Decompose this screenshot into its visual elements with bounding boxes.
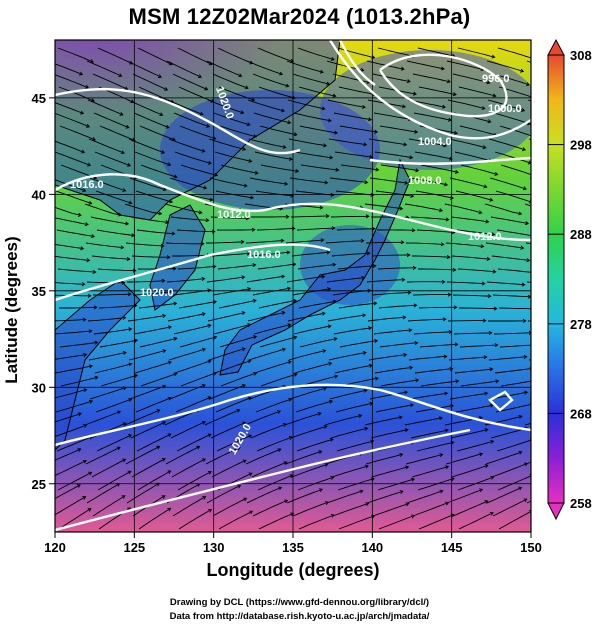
isobar-label: 1012.0 [217, 209, 251, 221]
isobar-label: 996.0 [482, 73, 510, 85]
x-tick-label: 140 [361, 540, 383, 555]
streamline-arrowhead [565, 222, 568, 225]
isobar-label: 1020.0 [140, 287, 174, 299]
x-axis-ticks: 120 125 130 135 140 145 150 [44, 532, 542, 555]
streamline-arrowhead [575, 342, 578, 345]
streamline-arrowhead [534, 307, 537, 310]
x-tick-label: 150 [520, 540, 542, 555]
colorbar-tick-label: 308 [570, 48, 592, 63]
colorbar-top-arrow [548, 40, 564, 55]
y-tick-label: 35 [32, 284, 46, 299]
colorbar-tick-label: 288 [570, 227, 592, 242]
streamline-arrowhead [535, 343, 538, 346]
streamline-arrowhead [533, 271, 536, 274]
streamline-arrowhead [535, 379, 538, 382]
isobar-label: 1000.0 [488, 103, 522, 115]
streamline-arrowhead [568, 295, 571, 298]
streamline-arrowhead [534, 174, 537, 177]
x-tick-label: 135 [282, 540, 304, 555]
streamline-arrowhead [532, 96, 535, 99]
colorbar-body [548, 55, 564, 503]
y-tick-label: 30 [32, 380, 46, 395]
colorbar-bottom-arrow [548, 503, 564, 519]
colorbar-tick-label: 298 [570, 138, 592, 153]
streamline-arrowhead [569, 473, 572, 476]
y-tick-label: 40 [32, 187, 46, 202]
y-tick-label: 25 [32, 477, 46, 492]
streamline-arrowhead [569, 437, 572, 440]
isobar-label: 1016.0 [247, 249, 281, 261]
streamline-arrowhead [567, 259, 570, 262]
x-tick-label: 120 [44, 540, 66, 555]
x-tick-label: 125 [123, 540, 145, 555]
colorbar: 308 298 288 278 268 258 [548, 40, 592, 519]
colorbar-tick-label: 258 [570, 496, 592, 511]
streamline-arrowhead [574, 306, 577, 309]
y-axis-label: Latitude (degrees) [2, 220, 22, 400]
isobar-label: 1016.0 [70, 179, 104, 191]
streamline [377, 230, 415, 231]
x-tick-label: 130 [203, 540, 225, 555]
x-axis-label: Longitude (degrees) [55, 560, 531, 581]
credit-drawing: Drawing by DCL (https://www.gfd-dennou.o… [0, 597, 599, 608]
streamline-arrowhead [569, 401, 572, 404]
y-axis-ticks: 25 30 35 40 45 [32, 91, 55, 492]
isobar-label: 1008.0 [408, 175, 442, 187]
credit-data: Data from http://database.rish.kyoto-u.a… [0, 611, 599, 622]
streamline-arrowhead [569, 201, 572, 204]
colorbar-tick-label: 278 [570, 317, 592, 332]
streamline-arrowhead [565, 84, 568, 87]
streamline-arrowhead [531, 234, 534, 237]
y-tick-label: 45 [32, 91, 46, 106]
isobar-label: 1004.0 [418, 136, 452, 148]
streamline-arrowhead [533, 135, 536, 138]
isobar-label: 1012.0 [468, 231, 502, 243]
x-tick-label: 145 [441, 540, 463, 555]
streamline-arrowhead [566, 124, 569, 127]
streamline-arrowhead [567, 162, 570, 165]
streamline-arrowhead [569, 366, 572, 369]
colorbar-tick-label: 268 [570, 406, 592, 421]
streamline-arrowhead [571, 98, 574, 101]
streamline-arrowhead [575, 377, 578, 380]
streamline-arrowhead [573, 175, 576, 178]
streamline-arrowhead [573, 271, 576, 274]
